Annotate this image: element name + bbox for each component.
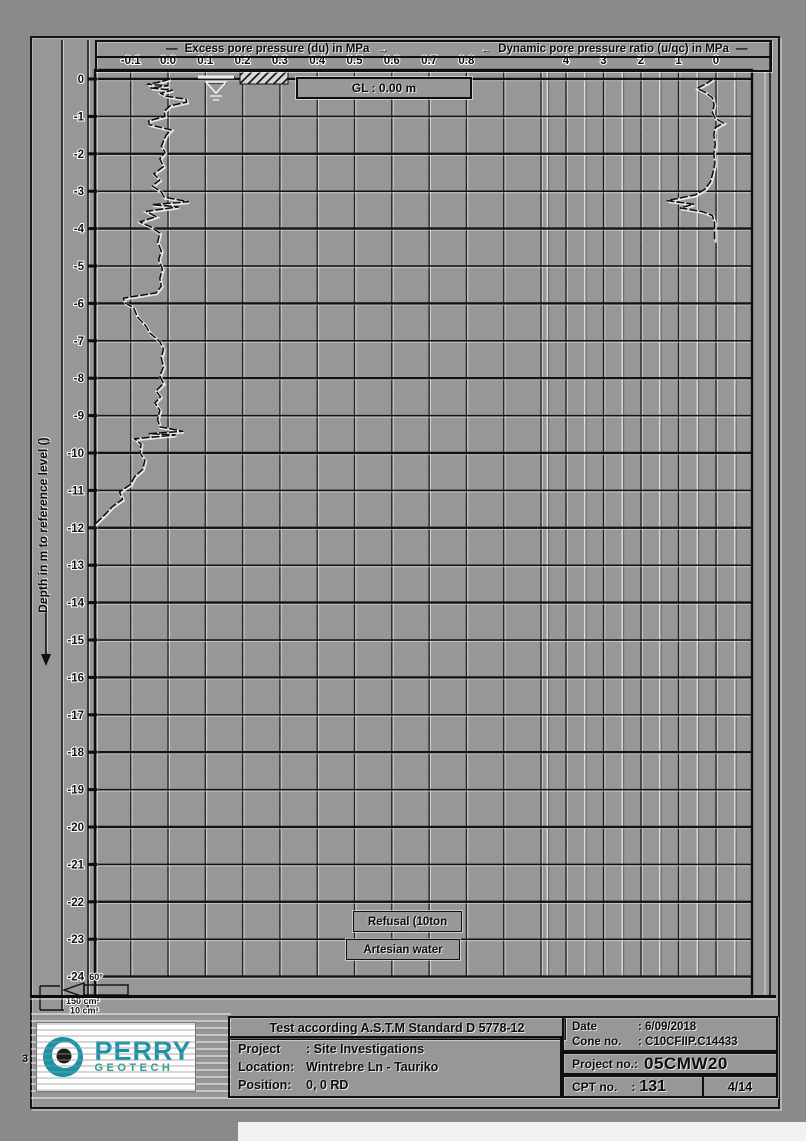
cpt-number-value: 131 <box>639 1077 667 1095</box>
page-number-cell: 4/14 <box>702 1077 776 1096</box>
ground-level-box: GL : 0.00 m <box>296 77 472 99</box>
axis-title-bar: — Excess pore pressure (du) in MPa → ← D… <box>95 40 772 72</box>
project-value: : Site Investigations <box>306 1042 425 1056</box>
location-value: Wintrebre Ln - Tauriko <box>306 1060 439 1074</box>
location-label: Location: <box>238 1060 295 1074</box>
logo-name: PERRY <box>94 1036 192 1066</box>
cpt-number-box: CPT no. : 131 4/14 <box>562 1075 778 1098</box>
refusal-annotation: Refusal (10ton <box>353 911 462 932</box>
cone-value: : C10CFIIP.C14433 <box>638 1035 738 1048</box>
project-number-box: Project no.: 05CMW20 <box>562 1052 778 1075</box>
date-value: : 6/09/2018 <box>638 1020 697 1033</box>
position-row: Position: 0, 0 RD <box>238 1078 552 1092</box>
project-row: Project : Site Investigations <box>238 1042 552 1056</box>
date-row: Date : 6/09/2018 <box>572 1021 768 1033</box>
position-value: 0, 0 RD <box>306 1078 349 1092</box>
logo-eye-icon <box>43 1037 84 1077</box>
project-label: Project <box>238 1042 281 1056</box>
company-logo: PERRY GEOTECH <box>36 1022 196 1092</box>
right-axis-title-cell: ← Dynamic pore pressure ratio (u/qc) in … <box>457 43 770 55</box>
margin-page-mark: 3 <box>22 1053 29 1065</box>
cone-row: Cone no. : C10CFIIP.C14433 <box>572 1036 768 1048</box>
dash-left: — <box>166 43 178 55</box>
scan-white-strip <box>238 1122 806 1141</box>
date-cone-box: Date : 6/09/2018 Cone no. : C10CFIIP.C14… <box>562 1016 778 1052</box>
cpt-label: CPT no. <box>572 1079 618 1094</box>
dash-right: — <box>735 43 748 55</box>
test-standard: Test according A.S.T.M Standard D 5778-1… <box>228 1016 566 1040</box>
depth-axis-title: Depth in m to reference level () <box>36 437 50 613</box>
project-info-box: Project : Site Investigations Location: … <box>228 1036 562 1098</box>
location-row: Location: Wintrebre Ln - Tauriko <box>238 1060 552 1074</box>
cpt-colon: : <box>631 1079 636 1094</box>
artesian-annotation: Artesian water <box>346 939 460 960</box>
project-number-value: 05CMW20 <box>644 1053 728 1073</box>
left-arrow-icon: ← <box>479 43 492 55</box>
cone-label: Cone no. <box>572 1035 622 1048</box>
project-number-label: Project no.: <box>572 1056 639 1071</box>
logo-subtitle: GEOTECH <box>94 1062 174 1074</box>
right-arrow-icon: → <box>376 43 388 55</box>
right-axis-title: Dynamic pore pressure ratio (u/qc) in MP… <box>498 43 729 55</box>
footer-divider <box>30 995 776 998</box>
date-label: Date <box>572 1020 597 1033</box>
left-axis-title: Excess pore pressure (du) in MPa <box>184 43 370 55</box>
left-axis-title-cell: — Excess pore pressure (du) in MPa → <box>97 43 457 55</box>
position-label: Position: <box>238 1078 292 1092</box>
